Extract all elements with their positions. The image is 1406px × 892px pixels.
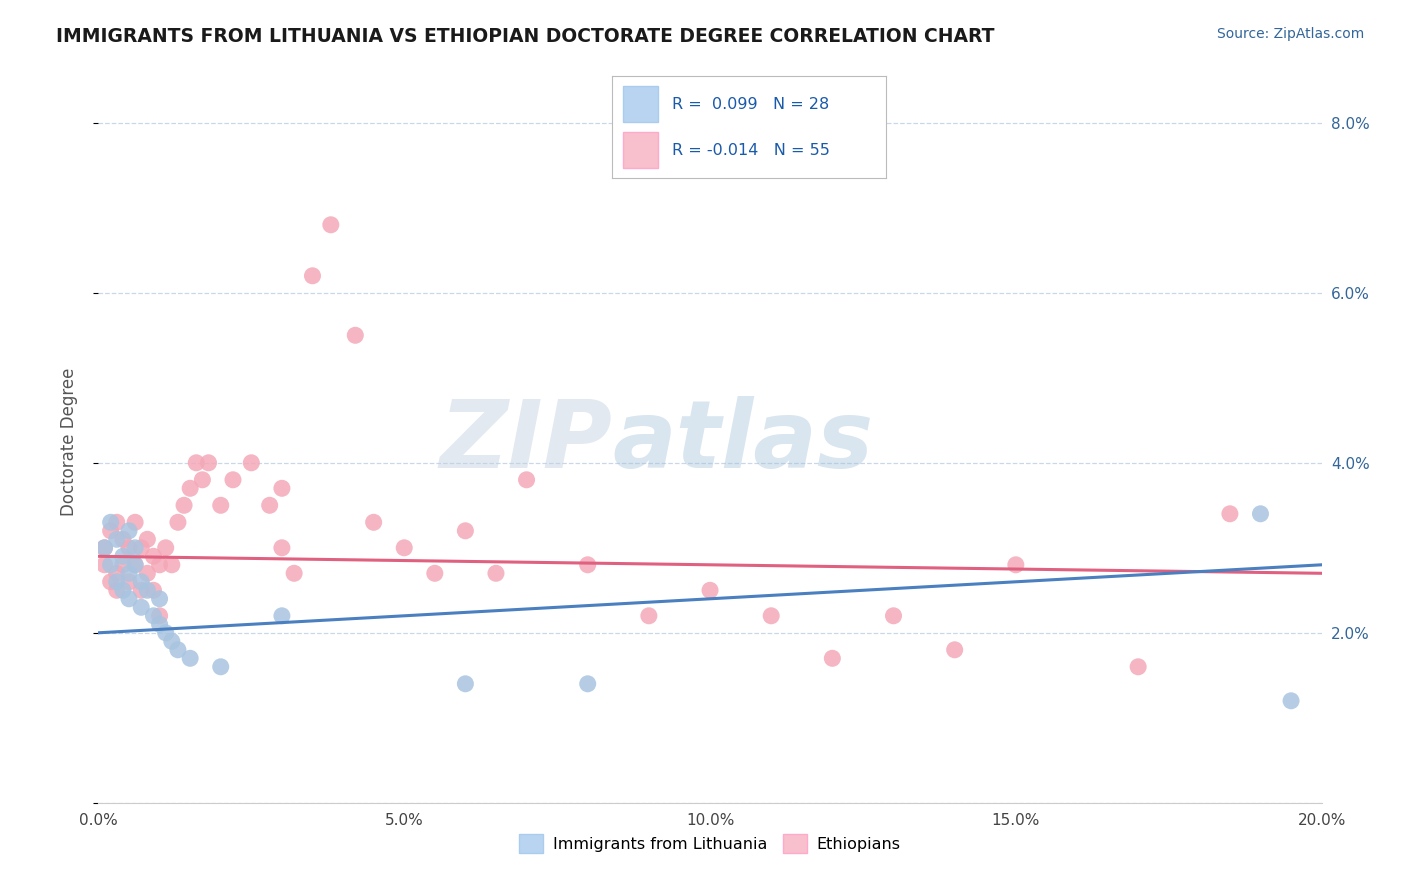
Text: IMMIGRANTS FROM LITHUANIA VS ETHIOPIAN DOCTORATE DEGREE CORRELATION CHART: IMMIGRANTS FROM LITHUANIA VS ETHIOPIAN D… bbox=[56, 27, 994, 45]
Point bbox=[344, 328, 367, 343]
Point bbox=[149, 608, 172, 623]
Point bbox=[136, 566, 159, 581]
Point bbox=[160, 634, 183, 648]
Point bbox=[129, 541, 152, 555]
Point bbox=[270, 608, 292, 623]
Text: R = -0.014   N = 55: R = -0.014 N = 55 bbox=[672, 144, 830, 158]
Point bbox=[167, 642, 190, 657]
Point bbox=[270, 541, 292, 555]
Point bbox=[129, 574, 152, 589]
Y-axis label: Doctorate Degree: Doctorate Degree bbox=[59, 368, 77, 516]
Point bbox=[149, 591, 172, 606]
Point bbox=[191, 473, 214, 487]
Point bbox=[100, 574, 122, 589]
Point bbox=[637, 608, 661, 623]
Point bbox=[124, 558, 146, 572]
Point bbox=[179, 651, 201, 665]
Point bbox=[319, 218, 342, 232]
Point bbox=[105, 533, 128, 547]
Point bbox=[100, 558, 122, 572]
Point bbox=[283, 566, 305, 581]
Point bbox=[1279, 694, 1302, 708]
Point bbox=[363, 516, 385, 530]
Point bbox=[142, 583, 165, 598]
Point bbox=[270, 481, 292, 495]
Point bbox=[943, 642, 966, 657]
Point bbox=[699, 583, 721, 598]
Point bbox=[100, 524, 122, 538]
Point bbox=[485, 566, 508, 581]
Point bbox=[759, 608, 782, 623]
Point bbox=[149, 617, 172, 632]
Point bbox=[186, 456, 208, 470]
Point bbox=[124, 558, 146, 572]
Point bbox=[93, 541, 115, 555]
Point bbox=[105, 566, 128, 581]
Point bbox=[118, 524, 141, 538]
Point bbox=[160, 558, 183, 572]
Point bbox=[1004, 558, 1026, 572]
Point bbox=[118, 566, 141, 581]
Point bbox=[155, 625, 177, 640]
Point bbox=[105, 516, 128, 530]
Point bbox=[118, 591, 141, 606]
Legend: Immigrants from Lithuania, Ethiopians: Immigrants from Lithuania, Ethiopians bbox=[513, 828, 907, 860]
Point bbox=[179, 481, 201, 495]
Point bbox=[197, 456, 219, 470]
Point bbox=[111, 558, 134, 572]
Point bbox=[821, 651, 844, 665]
Point bbox=[576, 558, 599, 572]
Point bbox=[118, 541, 141, 555]
Point bbox=[111, 583, 134, 598]
Point bbox=[209, 498, 232, 512]
Point bbox=[129, 600, 152, 615]
Point bbox=[516, 473, 538, 487]
Point bbox=[118, 574, 141, 589]
Point bbox=[222, 473, 245, 487]
Point bbox=[1128, 660, 1150, 674]
Point bbox=[142, 549, 165, 564]
Point bbox=[142, 608, 165, 623]
Point bbox=[111, 549, 134, 564]
Point bbox=[259, 498, 281, 512]
Point bbox=[1219, 507, 1241, 521]
Point bbox=[1249, 507, 1271, 521]
Point bbox=[392, 541, 416, 555]
Text: Source: ZipAtlas.com: Source: ZipAtlas.com bbox=[1216, 27, 1364, 41]
Point bbox=[129, 583, 152, 598]
Point bbox=[136, 533, 159, 547]
Point bbox=[454, 524, 477, 538]
Point bbox=[93, 558, 115, 572]
Point bbox=[124, 516, 146, 530]
Point bbox=[240, 456, 263, 470]
Point bbox=[173, 498, 195, 512]
Point bbox=[111, 533, 134, 547]
Point bbox=[105, 574, 128, 589]
Point bbox=[576, 677, 599, 691]
Point bbox=[136, 583, 159, 598]
Point bbox=[301, 268, 323, 283]
Point bbox=[93, 541, 115, 555]
FancyBboxPatch shape bbox=[623, 132, 658, 168]
Point bbox=[149, 558, 172, 572]
Text: atlas: atlas bbox=[612, 395, 873, 488]
Text: R =  0.099   N = 28: R = 0.099 N = 28 bbox=[672, 97, 830, 112]
Point bbox=[423, 566, 446, 581]
Point bbox=[209, 660, 232, 674]
Point bbox=[100, 516, 122, 530]
Text: ZIP: ZIP bbox=[439, 395, 612, 488]
Point bbox=[124, 541, 146, 555]
Point bbox=[454, 677, 477, 691]
Point bbox=[105, 583, 128, 598]
Point bbox=[883, 608, 905, 623]
Point bbox=[155, 541, 177, 555]
FancyBboxPatch shape bbox=[623, 87, 658, 122]
Point bbox=[167, 516, 190, 530]
